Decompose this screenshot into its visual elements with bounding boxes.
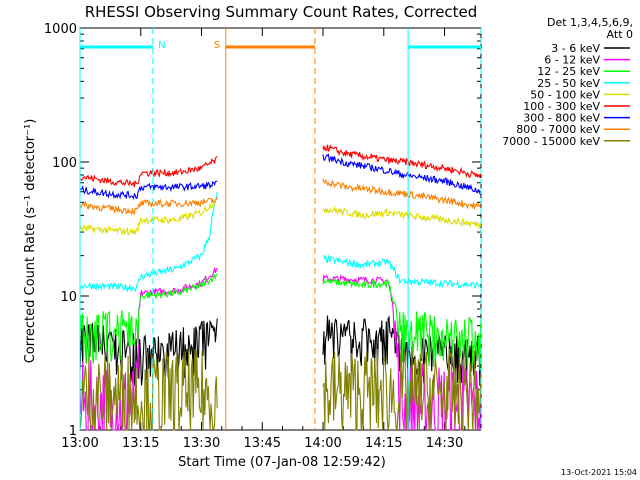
y-tick-label: 10: [60, 290, 77, 305]
series-line: [79, 156, 218, 188]
x-tick-label: 13:30: [183, 436, 220, 451]
legend-entry-label: 3 - 6 keV: [551, 42, 600, 55]
legend-entry-label: 12 - 25 keV: [537, 65, 600, 78]
legend-entry-label: 7000 - 15000 keV: [502, 135, 600, 148]
legend-header-detectors: Det 1,3,4,5,6,9,: [547, 16, 633, 29]
x-tick-label: 14:30: [426, 436, 463, 451]
y-tick-label: 1000: [44, 22, 77, 37]
plot-area: 13:00 13:15 13:30 13:45 14:00 14:15 14:30 1 10 10…: [44, 22, 482, 451]
flag-label: N: [158, 40, 165, 51]
series-line: [322, 348, 482, 432]
x-tick-label: 13:45: [244, 436, 281, 451]
x-tick-label: 14:00: [304, 436, 341, 451]
chart-title: RHESSI Observing Summary Count Rates, Co…: [85, 3, 478, 21]
series-line: [79, 191, 218, 293]
series-line: [79, 196, 218, 216]
y-axis-label: Corrected Count Rate (s⁻¹ detector⁻¹): [23, 119, 38, 364]
series-line: [322, 205, 482, 230]
generation-timestamp: 13-Oct-2021 15:04: [561, 468, 637, 477]
legend-header-attenuator: Att 0: [607, 28, 633, 41]
x-tick-label: 13:15: [122, 436, 159, 451]
y-tick-label: 1: [69, 424, 77, 439]
legend-entry-label: 6 - 12 keV: [544, 54, 600, 67]
legend-entry-label: 50 - 100 keV: [530, 88, 600, 101]
series-line: [79, 180, 218, 201]
x-tick-label: 13:00: [61, 436, 98, 451]
legend-entry-label: 100 - 300 keV: [523, 100, 600, 113]
x-axis-label: Start Time (07-Jan-08 12:59:42): [178, 455, 386, 470]
series-line: [322, 178, 482, 210]
flag-label: S: [214, 40, 220, 51]
series-line: [79, 318, 218, 387]
legend-entry-label: 25 - 50 keV: [537, 77, 600, 90]
series-line: [322, 277, 482, 371]
series-line: [79, 349, 218, 432]
series-line: [322, 153, 482, 195]
series-line: [79, 196, 218, 236]
series-line: [322, 254, 482, 289]
series-line: [322, 144, 482, 179]
legend-entry-label: 800 - 7000 keV: [516, 123, 600, 136]
x-tick-label: 14:15: [365, 436, 402, 451]
y-tick-label: 100: [52, 156, 77, 171]
series-line: [79, 272, 218, 364]
legend-entry-label: 300 - 800 keV: [523, 112, 600, 125]
